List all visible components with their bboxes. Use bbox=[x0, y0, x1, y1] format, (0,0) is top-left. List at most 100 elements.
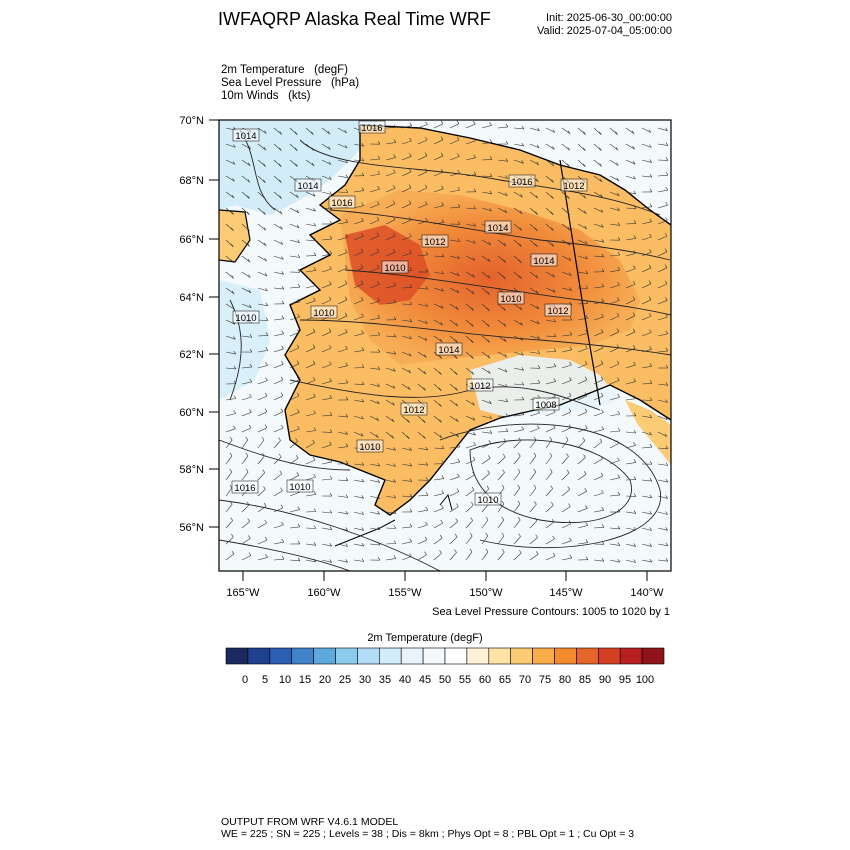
wind-barb-flag bbox=[313, 427, 317, 431]
wind-barb bbox=[417, 509, 428, 513]
wind-barb-flag bbox=[649, 188, 653, 193]
wind-barb-flag bbox=[393, 333, 397, 338]
wind-barb-flag bbox=[471, 323, 474, 327]
wind-barb-flag bbox=[665, 202, 668, 206]
wind-barb bbox=[641, 383, 653, 385]
wind-barb bbox=[561, 349, 572, 353]
wind-barb-flag bbox=[249, 348, 253, 353]
wind-barb bbox=[609, 477, 620, 481]
wind-barb bbox=[385, 399, 395, 406]
wind-barb-flag bbox=[377, 201, 380, 205]
wind-barb bbox=[305, 442, 315, 449]
wind-barb bbox=[513, 440, 522, 449]
pressure-label: 1014 bbox=[438, 345, 459, 356]
wind-barb-flag bbox=[263, 211, 266, 215]
colorbar-label: 35 bbox=[379, 674, 391, 686]
wind-barb bbox=[481, 239, 491, 246]
wind-barb bbox=[241, 504, 250, 513]
wind-barb-flag bbox=[649, 203, 653, 207]
wind-barb-flag bbox=[296, 360, 300, 364]
wind-barb bbox=[625, 253, 636, 257]
wind-barb bbox=[353, 333, 364, 337]
wind-barb bbox=[241, 335, 252, 338]
wind-barb-flag bbox=[501, 516, 505, 521]
wind-barb bbox=[529, 537, 538, 545]
wind-barb bbox=[241, 455, 249, 465]
wind-barb-flag bbox=[505, 383, 508, 388]
wind-barb bbox=[561, 411, 572, 417]
wind-barb bbox=[513, 223, 522, 231]
wind-barb-flag bbox=[261, 436, 265, 441]
wind-barb bbox=[513, 456, 521, 465]
wind-barb-flag bbox=[473, 205, 477, 210]
wind-barb bbox=[513, 271, 522, 279]
wind-barb-flag bbox=[313, 473, 316, 478]
wind-barb bbox=[529, 127, 540, 132]
pressure-label-box bbox=[466, 378, 494, 392]
pressure-label: 1012 bbox=[563, 181, 584, 192]
wind-barb-flag bbox=[501, 484, 505, 489]
wind-barb-flag bbox=[584, 488, 587, 492]
wind-barb-flag bbox=[281, 361, 284, 365]
wind-barb-flag bbox=[649, 380, 653, 384]
wind-barb-flag bbox=[229, 452, 233, 457]
wind-barb bbox=[417, 495, 429, 497]
wind-barb-flag bbox=[519, 306, 523, 311]
wind-barb bbox=[417, 335, 428, 341]
wind-barb bbox=[561, 287, 572, 291]
wind-barb bbox=[657, 511, 668, 515]
wind-barb bbox=[529, 335, 540, 339]
wind-barb bbox=[369, 173, 380, 177]
wind-barb bbox=[657, 447, 669, 450]
wind-barb bbox=[273, 255, 284, 260]
wind-barb bbox=[337, 495, 348, 498]
wind-barb bbox=[289, 475, 299, 481]
lon-label: 140°W bbox=[630, 587, 664, 599]
wind-barb bbox=[289, 379, 300, 385]
wind-barb bbox=[465, 504, 474, 513]
wind-barb bbox=[369, 543, 380, 546]
wind-barb bbox=[545, 427, 556, 433]
wind-barb bbox=[577, 287, 589, 289]
wind-barb-flag bbox=[263, 227, 267, 231]
wind-barb bbox=[433, 171, 444, 177]
wind-barb-flag bbox=[393, 525, 397, 529]
wind-barb bbox=[273, 207, 283, 215]
wind-barb-flag bbox=[329, 191, 332, 195]
wind-barb-flag bbox=[505, 398, 509, 402]
wind-barb-flag bbox=[536, 320, 540, 324]
wind-barb-flag bbox=[535, 195, 539, 199]
wind-barb-flag bbox=[632, 328, 636, 332]
wind-barb bbox=[337, 543, 348, 547]
wind-barb bbox=[529, 351, 540, 354]
wind-barb-flag bbox=[617, 297, 620, 301]
wind-barb-flag bbox=[519, 210, 523, 215]
wind-barb-flag bbox=[361, 462, 365, 466]
wind-barb-flag bbox=[566, 469, 570, 474]
wind-barb-flag bbox=[503, 242, 507, 247]
wind-barb-flag bbox=[599, 147, 602, 151]
run-times: Init: 2025-06-30_00:00:00 Valid: 2025-07… bbox=[537, 12, 672, 38]
wind-barb-flag bbox=[313, 410, 316, 414]
wind-barb bbox=[273, 271, 284, 275]
wind-barb bbox=[625, 127, 635, 135]
wind-barb-flag bbox=[392, 200, 396, 204]
wind-barb bbox=[657, 143, 668, 146]
wind-barb bbox=[273, 239, 284, 245]
pressure-label-box bbox=[286, 479, 314, 493]
wind-barb bbox=[561, 255, 572, 261]
wind-barb bbox=[513, 303, 523, 311]
wind-barb-flag bbox=[245, 468, 249, 473]
wind-barb-flag bbox=[263, 486, 266, 490]
wind-barb bbox=[289, 526, 300, 529]
wind-barb-flag bbox=[297, 540, 301, 545]
wind-barb-flag bbox=[360, 296, 364, 301]
wind-barb bbox=[273, 191, 282, 199]
wind-barb-flag bbox=[409, 250, 412, 254]
wind-barb-flag bbox=[264, 392, 268, 397]
wind-barb-flag bbox=[247, 195, 250, 199]
wind-barb-flag bbox=[633, 510, 637, 514]
wind-barb bbox=[337, 527, 348, 531]
wind-barb-flag bbox=[313, 525, 317, 529]
wind-barb-flag bbox=[601, 224, 604, 228]
